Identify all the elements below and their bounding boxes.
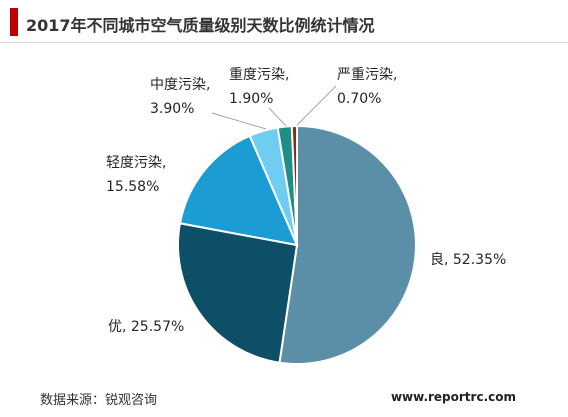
leader-line-moderate-pollution — [211, 112, 267, 130]
data-label-excellent: 优, 25.57% — [108, 319, 184, 335]
leader-line-heavy-pollution — [268, 107, 287, 127]
data-label-good: 良, 52.35% — [430, 252, 506, 268]
data-source-note: 数据来源：锐观咨询 — [40, 393, 158, 408]
data-label-light-pollution: 轻度污染, 15.58% — [106, 155, 166, 195]
pie-slice-excellent — [177, 222, 299, 364]
chart-title: 2017年不同城市空气质量级别天数比例统计情况 — [26, 16, 375, 35]
title-accent-bar — [10, 8, 18, 36]
data-label-severe-pollution: 严重污染, 0.70% — [337, 67, 397, 107]
website-url: www.reportrc.com — [390, 390, 516, 404]
pie-slice-severe-pollution — [290, 124, 298, 246]
pie-slice-good — [278, 124, 417, 365]
data-label-heavy-pollution: 重度污染, 1.90% — [229, 67, 289, 107]
leader-line-severe-pollution — [296, 85, 337, 126]
title-divider — [0, 42, 568, 43]
pie-slice-light-pollution — [178, 134, 299, 247]
data-label-moderate-pollution: 中度污染, 3.90% — [150, 77, 210, 117]
